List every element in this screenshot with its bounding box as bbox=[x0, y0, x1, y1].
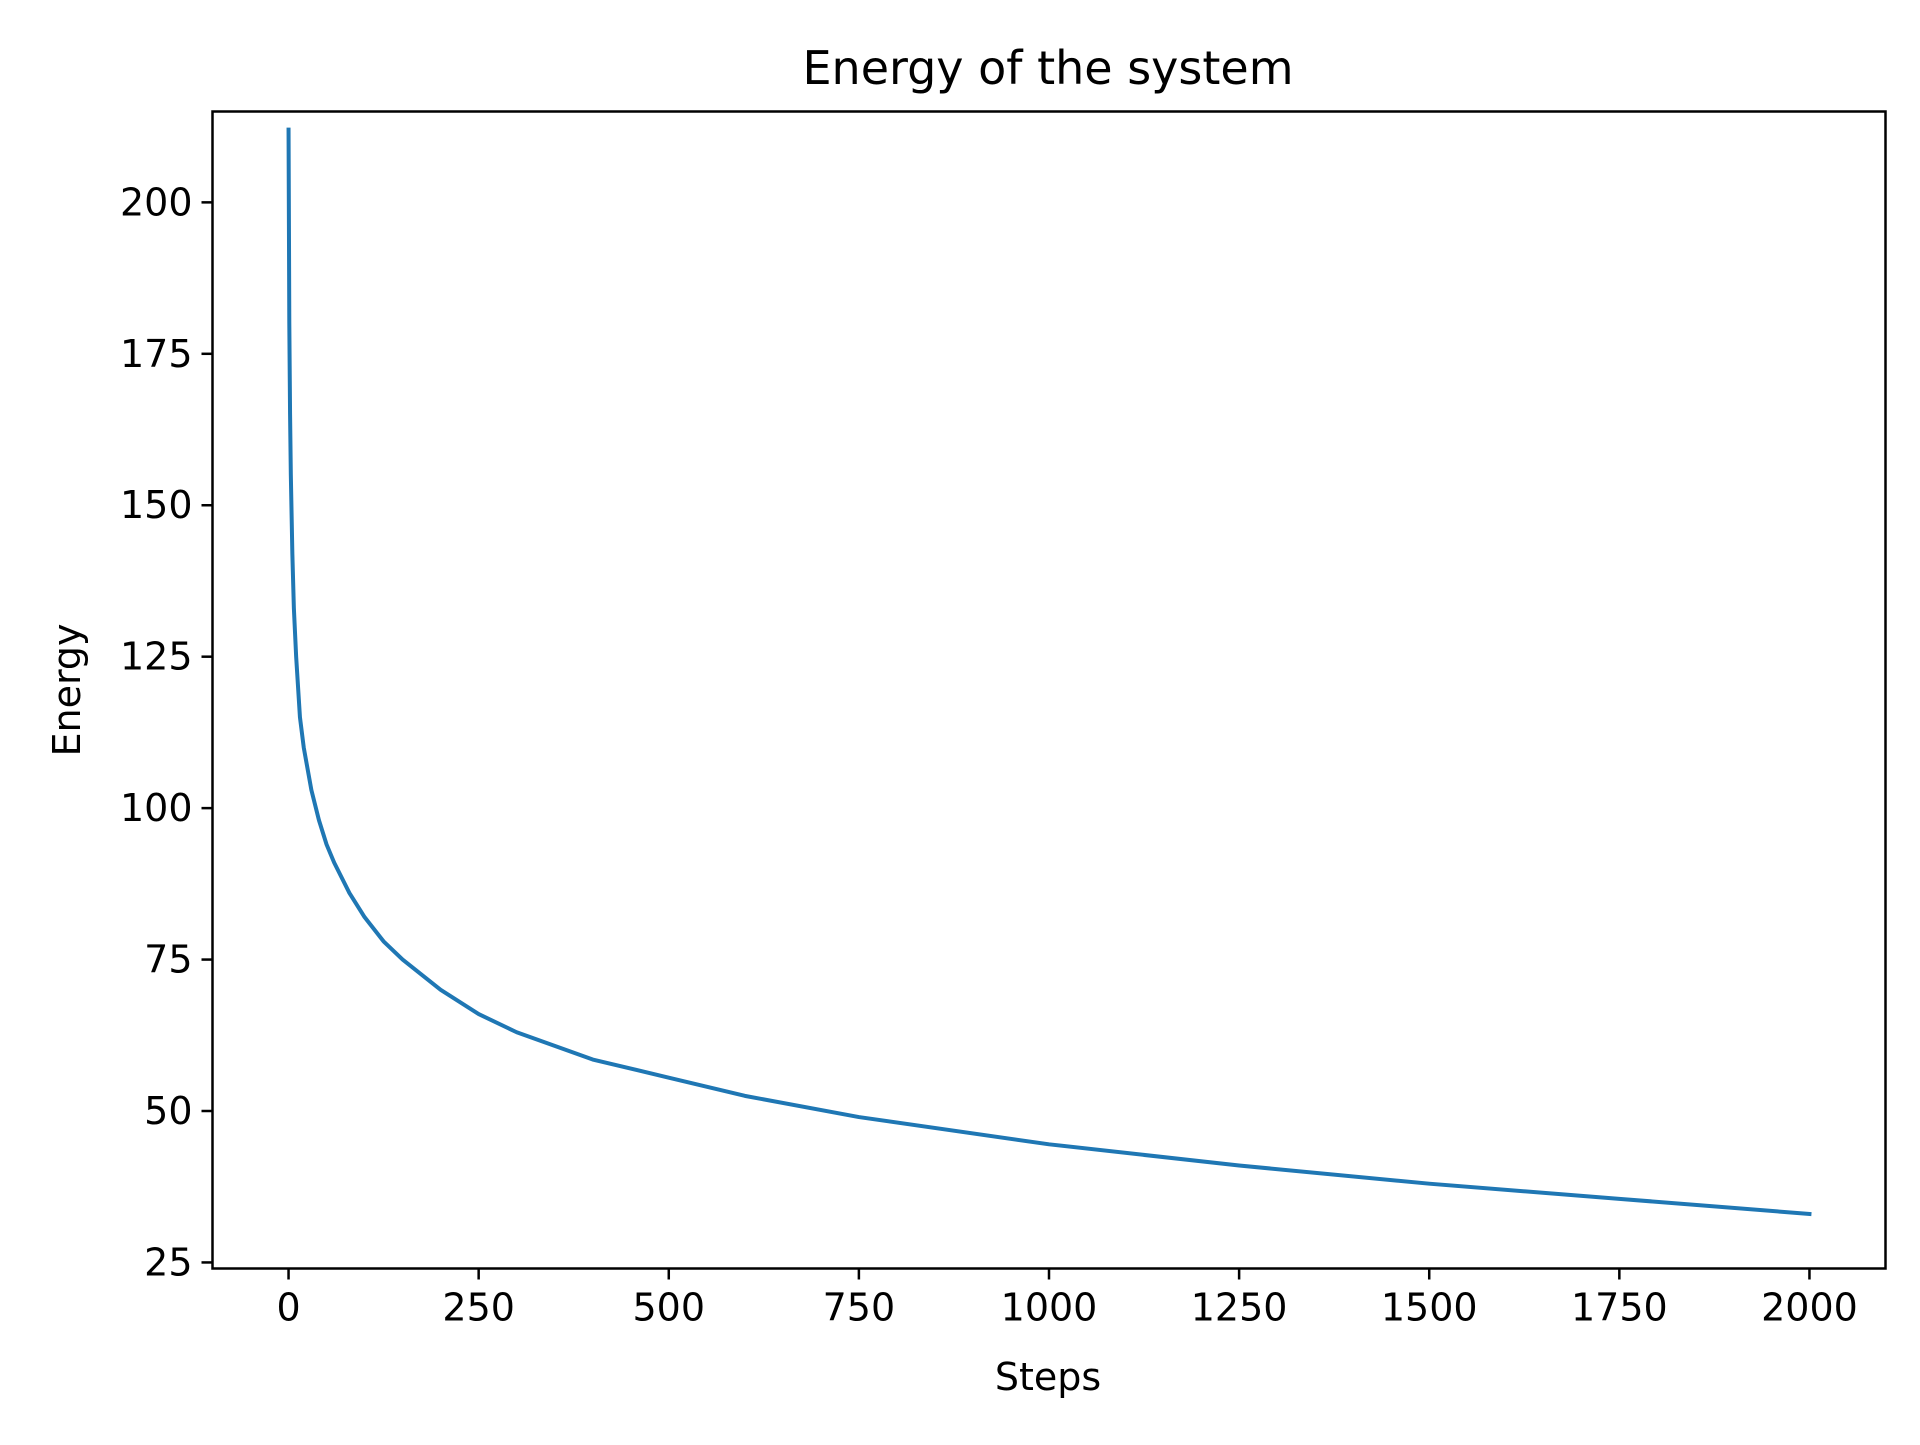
x-axis-label: Steps bbox=[995, 1355, 1101, 1399]
x-tick-label: 1500 bbox=[1381, 1286, 1478, 1330]
series-line-0 bbox=[286, 127, 1812, 1217]
y-axis-label: Energy bbox=[45, 623, 89, 756]
y-tick-label: 50 bbox=[144, 1089, 192, 1133]
chart-title: Energy of the system bbox=[802, 41, 1293, 95]
y-tick-label: 25 bbox=[144, 1240, 192, 1284]
y-tick-label: 150 bbox=[120, 483, 193, 527]
y-tick-label: 100 bbox=[120, 786, 193, 830]
x-axis-ticks: 0 250 500 750 1000 1250 1500 1750 2000 bbox=[276, 1268, 1858, 1330]
y-axis-ticks: 25 50 75 100 125 150 175 200 bbox=[120, 180, 213, 1284]
x-tick-label: 750 bbox=[823, 1286, 896, 1330]
y-tick-label: 75 bbox=[144, 938, 192, 982]
y-tick-label: 125 bbox=[120, 635, 193, 679]
plot-area bbox=[286, 127, 1812, 1217]
y-tick-label: 175 bbox=[120, 332, 193, 376]
x-tick-label: 1000 bbox=[1001, 1286, 1098, 1330]
x-tick-label: 0 bbox=[276, 1286, 300, 1330]
x-tick-label: 250 bbox=[442, 1286, 515, 1330]
x-tick-label: 2000 bbox=[1761, 1286, 1858, 1330]
x-tick-label: 1750 bbox=[1571, 1286, 1668, 1330]
x-tick-label: 1250 bbox=[1191, 1286, 1288, 1330]
x-tick-label: 500 bbox=[633, 1286, 706, 1330]
y-tick-label: 200 bbox=[120, 180, 193, 224]
